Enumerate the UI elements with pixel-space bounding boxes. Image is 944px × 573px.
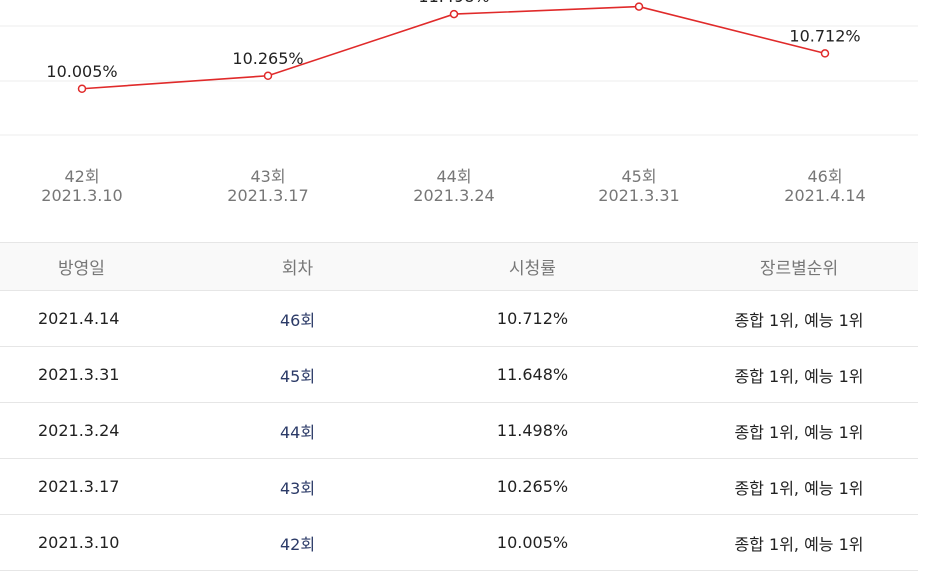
- cell-genre-rank: 종합 1위, 예능 1위: [680, 290, 918, 347]
- data-point[interactable]: [77, 84, 87, 93]
- x-tick-date: 2021.3.31: [598, 186, 680, 205]
- header-genre-rank: 장르별순위: [680, 242, 918, 291]
- series-line: [81, 5, 826, 90]
- cell-episode-link[interactable]: 44회: [210, 402, 385, 459]
- cell-rating: 11.648%: [385, 346, 680, 403]
- cell-genre-rank: 종합 1위, 예능 1위: [680, 402, 918, 459]
- cell-genre-rank: 종합 1위, 예능 1위: [680, 346, 918, 403]
- x-tick-episode: 45회: [621, 167, 657, 186]
- x-tick-episode: 46회: [807, 167, 843, 186]
- cell-episode-link[interactable]: 46회: [210, 290, 385, 347]
- cell-genre-rank: 종합 1위, 예능 1위: [680, 458, 918, 515]
- cell-rating: 10.265%: [385, 458, 680, 515]
- table-row: 2021.4.14 46회 10.712% 종합 1위, 예능 1위: [0, 290, 918, 347]
- data-label: 10.005%: [46, 62, 117, 81]
- x-tick-label: 44회 2021.3.24: [374, 167, 534, 205]
- cell-episode-link[interactable]: 43회: [210, 458, 385, 515]
- cell-air-date: 2021.3.24: [0, 402, 210, 459]
- data-label: 10.265%: [232, 49, 303, 68]
- table-row: 2021.3.31 45회 11.648% 종합 1위, 예능 1위: [0, 346, 918, 403]
- cell-air-date: 2021.3.31: [0, 346, 210, 403]
- data-point[interactable]: [820, 49, 830, 58]
- ratings-line-chart: 10.005%10.265%11.498%11.648%10.712% 42회2…: [0, 0, 944, 242]
- cell-air-date: 2021.4.14: [0, 290, 210, 347]
- x-tick-episode: 42회: [64, 167, 100, 186]
- cell-air-date: 2021.3.10: [0, 514, 210, 571]
- x-tick-episode: 44회: [436, 167, 472, 186]
- data-label: 10.712%: [789, 26, 860, 45]
- chart-plot: 10.005%10.265%11.498%11.648%10.712%: [0, 0, 918, 136]
- table-row: 2021.3.17 43회 10.265% 종합 1위, 예능 1위: [0, 458, 918, 515]
- header-air-date: 방영일: [0, 242, 210, 291]
- x-tick-label: 45회 2021.3.31: [559, 167, 719, 205]
- x-tick-label: 43회 2021.3.17: [188, 167, 348, 205]
- table-row: 2021.3.24 44회 11.498% 종합 1위, 예능 1위: [0, 402, 918, 459]
- ratings-table: 방영일 회차 시청률 장르별순위 2021.4.14 46회 10.712% 종…: [0, 242, 918, 571]
- cell-episode-link[interactable]: 42회: [210, 514, 385, 571]
- table-header-row: 방영일 회차 시청률 장르별순위: [0, 242, 918, 291]
- cell-rating: 10.005%: [385, 514, 680, 571]
- x-tick-date: 2021.3.10: [41, 186, 123, 205]
- x-tick-date: 2021.3.24: [413, 186, 495, 205]
- x-tick-label: 42회 2021.3.10: [2, 167, 162, 205]
- x-tick-date: 2021.3.17: [227, 186, 309, 205]
- x-tick-label: 46회 2021.4.14: [745, 167, 905, 205]
- x-tick-date: 2021.4.14: [784, 186, 866, 205]
- cell-genre-rank: 종합 1위, 예능 1위: [680, 514, 918, 571]
- data-point[interactable]: [263, 71, 273, 80]
- header-episode: 회차: [210, 242, 385, 291]
- table-row: 2021.3.10 42회 10.005% 종합 1위, 예능 1위: [0, 514, 918, 571]
- cell-air-date: 2021.3.17: [0, 458, 210, 515]
- cell-rating: 11.498%: [385, 402, 680, 459]
- cell-rating: 10.712%: [385, 290, 680, 347]
- x-tick-episode: 43회: [250, 167, 286, 186]
- data-point[interactable]: [634, 2, 644, 11]
- header-rating: 시청률: [385, 242, 680, 291]
- cell-episode-link[interactable]: 45회: [210, 346, 385, 403]
- data-label: 11.498%: [418, 0, 489, 6]
- data-point[interactable]: [449, 9, 459, 19]
